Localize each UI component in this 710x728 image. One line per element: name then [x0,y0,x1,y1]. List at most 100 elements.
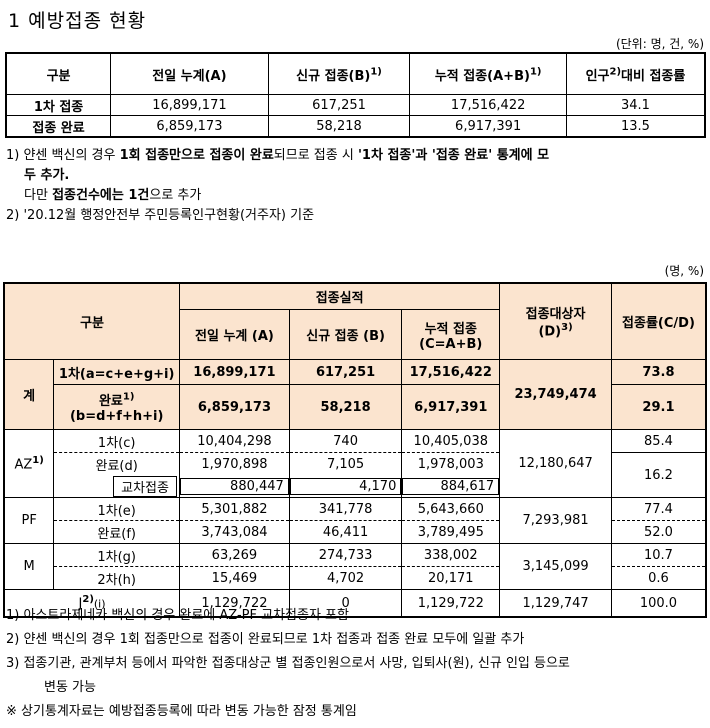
table-row: 완료(f) 3,743,084 46,411 3,789,495 52.0 [4,520,707,544]
header-cumulative: 누적 접종(A+B)1) [409,52,567,95]
cell-new: 7,105 [288,452,403,475]
table-row: 2차(h) 15,469 4,702 20,171 0.6 [4,566,707,590]
note-3: 3) 접종기관, 관계부처 등에서 파악한 접종대상군 별 접종인원으로서 사망… [6,656,570,671]
m-label: M [3,543,55,590]
cell-cum: 5,643,660 [401,497,501,521]
note-3-cont: 변동 가능 [44,680,96,695]
summary-table: 구분 전일 누계(A) 신규 접종(B)1) 누적 접종(A+B)1) 인구2)… [5,52,706,138]
summary-header-row: 구분 전일 누계(A) 신규 접종(B)1) 누적 접종(A+B)1) 인구2)… [5,52,706,95]
row-label: 1차(a=c+e+g+i) [53,359,181,385]
cell-prev: 3,743,084 [179,520,290,544]
table-row: 접종 완료 6,859,173 58,218 6,917,391 13.5 [5,115,706,138]
header-new: 신규 접종 (B) [288,309,403,360]
total-target: 23,749,474 [499,359,612,430]
cell-cum: 338,002 [401,543,501,567]
cell-rate: 10.7 [610,543,707,567]
az-label: AZ1) [3,429,55,498]
table2-unit: (명, %) [664,264,704,278]
cell-prev: 6,859,173 [179,384,290,430]
cell-rate: 73.8 [610,359,707,385]
table-row: 완료1) (b=d+f+h+i) 6,859,173 58,218 6,917,3… [4,384,707,430]
pf-target: 7,293,981 [499,497,612,544]
note2-block: 1) 아스트라제네카 백신의 경우 완료에 AZ-PF 교차접종자 포함 2) … [6,604,710,724]
note-2: 2) '20.12월 행정안전부 주민등록인구현황(거주자) 기준 [6,208,315,223]
j-label: J2)(i) [3,589,181,618]
cell-prev: 16,899,171 [179,359,290,385]
row-label: 완료(f) [53,520,181,544]
header-prev-total: 전일 누계(A) [110,52,269,95]
header-category: 구분 [5,52,112,95]
row-label: 1차(g) [53,543,181,567]
cell-rate: 100.0 [610,589,707,618]
cell-rate: 29.1 [610,384,707,430]
table-row: 1차 접종 16,899,171 617,251 17,516,422 34.1 [5,94,706,116]
note-2: 2) 얀센 백신의 경우 1회 접종만으로 접종이 완료되므로 1차 접종과 접… [6,632,525,647]
page-title: 1 예방접종 현황 [8,10,147,32]
cell-cum: 20,171 [401,566,501,590]
table-row: M 1차(g) 63,269 274,733 338,002 3,145,099… [3,543,707,590]
header-prev-total: 전일 누계 (A) [179,309,290,360]
cell-cum: 17,516,422 [409,94,567,116]
row-label: 교차접종 [53,475,181,498]
cell-cum: 1,978,003 [401,452,501,475]
note-1-extra: 다만 접종건수에는 1건으로 추가 [24,188,202,203]
cell-rate: 34.1 [565,94,706,116]
cell-rate: 0.6 [610,566,707,590]
header-category: 구분 [3,282,181,360]
table-row: 계 1차(a=c+e+g+i) 16,899,171 617,251 17,51… [3,359,707,430]
cell-new: 4,170 [288,475,403,498]
cell-rate: 13.5 [565,115,706,138]
cell-new: 0 [288,589,403,618]
header-cumulative: 누적 접종 (C=A+B) [401,309,501,360]
cell-prev: 6,859,173 [110,115,269,138]
note-1: 1) 아스트라제네카 백신의 경우 완료에 AZ-PF 교차접종자 포함 [6,608,349,623]
row-label: 2차(h) [53,566,181,590]
cell-rate: 85.4 [610,429,707,453]
cell-cum: 10,405,038 [401,429,501,453]
cell-cum: 884,617 [401,475,501,498]
table-row: J2)(i) 1,129,722 0 1,129,722 1,129,747 1… [3,589,707,618]
m-target: 3,145,099 [499,543,612,590]
note1-block: 1) 얀센 백신의 경우 1회 접종만으로 접종이 완료되므로 접종 시 '1차… [6,146,706,226]
header-rate: 접종률(C/D) [610,282,707,360]
total-label: 계 [3,359,55,430]
cell-rate: 52.0 [610,520,707,544]
row-label: 1차 접종 [5,94,112,116]
note-1: 1) 얀센 백신의 경우 1회 접종만으로 접종이 완료되므로 접종 시 '1차… [6,148,550,163]
cell-new: 274,733 [288,543,403,567]
table1-unit: (단위: 명, 건, %) [615,37,704,51]
table-row: AZ1) 1차(c) 10,404,298 740 10,405,038 12,… [3,429,707,498]
detail-table: 구분 접종실적 접종대상자 (D)3) 접종률(C/D) 전일 누계 (A) 신규… [3,282,707,618]
cell-new: 58,218 [267,115,411,138]
cell-new: 46,411 [288,520,403,544]
row-label: 완료1) (b=d+f+h+i) [53,384,181,430]
detail-header-row: 구분 접종실적 접종대상자 (D)3) 접종률(C/D) [3,282,707,360]
row-label: 1차(e) [53,497,181,521]
table-row: PF 1차(e) 5,301,882 341,778 5,643,660 7,2… [3,497,707,544]
cell-prev: 1,970,898 [179,452,290,475]
header-target: 접종대상자 (D)3) [499,282,612,360]
cell-cum: 17,516,422 [401,359,501,385]
row-label: 완료(d) [53,452,181,475]
cell-prev: 5,301,882 [179,497,290,521]
cell-rate: 16.2 [610,452,707,498]
cell-cum: 6,917,391 [409,115,567,138]
header-performance: 접종실적 [179,282,501,311]
cell-prev: 10,404,298 [179,429,290,453]
row-label: 1차(c) [53,429,181,453]
cell-new: 740 [288,429,403,453]
table-row: 교차접종 880,447 4,170 884,617 [4,475,706,498]
cell-cum: 1,129,722 [401,589,501,618]
header-rate: 인구2)대비 접종률 [565,52,706,95]
cell-new: 341,778 [288,497,403,521]
cell-new: 58,218 [288,384,403,430]
pf-label: PF [3,497,55,544]
detail-subheader-row: 전일 누계 (A) 신규 접종 (B) 누적 접종 (C=A+B) [4,309,706,360]
cell-prev: 15,469 [179,566,290,590]
table-row: 완료(d) 1,970,898 7,105 1,978,003 16.2 [4,452,707,498]
note-4: ※ 상기통계자료는 예방접종등록에 따라 변동 가능한 잠정 통계임 [6,704,357,719]
cell-cum: 6,917,391 [401,384,501,430]
cell-cum: 3,789,495 [401,520,501,544]
header-new: 신규 접종(B)1) [267,52,411,95]
cell-prev: 16,899,171 [110,94,269,116]
